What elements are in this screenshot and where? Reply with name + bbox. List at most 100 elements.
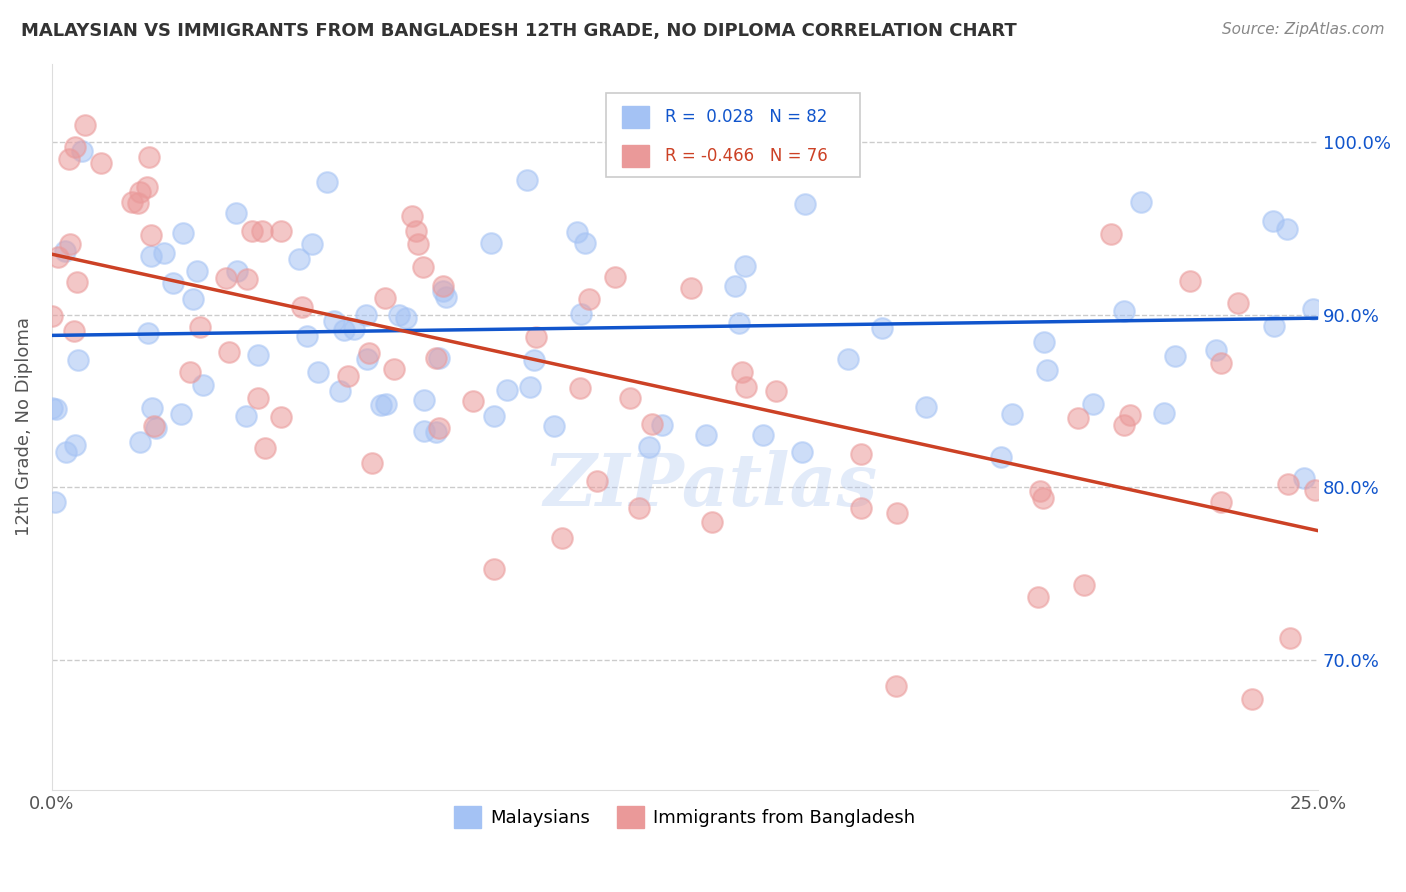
- Point: [226, 264, 249, 278]
- Point: [357, 345, 380, 359]
- Point: [730, 365, 752, 379]
- Point: [734, 380, 756, 394]
- Y-axis label: 12th Grade, No Diploma: 12th Grade, No Diploma: [15, 318, 32, 536]
- Point: [139, 227, 162, 242]
- Point: [1178, 274, 1201, 288]
- Point: [700, 515, 723, 529]
- Point: [307, 365, 329, 379]
- Point: [1302, 302, 1324, 317]
- Point: [1263, 318, 1285, 333]
- Point: [1279, 631, 1302, 645]
- Point: [679, 281, 702, 295]
- Point: [734, 260, 756, 274]
- Point: [401, 209, 423, 223]
- Point: [412, 424, 434, 438]
- Point: [254, 441, 277, 455]
- Point: [301, 236, 323, 251]
- Point: [128, 185, 150, 199]
- Point: [1241, 692, 1264, 706]
- Point: [524, 330, 547, 344]
- Point: [1001, 407, 1024, 421]
- Point: [790, 445, 813, 459]
- Point: [543, 419, 565, 434]
- Point: [67, 352, 90, 367]
- Point: [121, 194, 143, 209]
- Point: [214, 270, 236, 285]
- Point: [1028, 484, 1050, 499]
- Point: [425, 351, 447, 365]
- Text: R =  0.028   N = 82: R = 0.028 N = 82: [665, 108, 827, 127]
- Point: [127, 195, 149, 210]
- Point: [343, 321, 366, 335]
- Point: [872, 321, 894, 335]
- Point: [1226, 296, 1249, 310]
- Point: [1303, 483, 1326, 498]
- Point: [361, 456, 384, 470]
- Point: [567, 225, 589, 239]
- Point: [1099, 227, 1122, 242]
- Point: [425, 425, 447, 439]
- Point: [191, 378, 214, 392]
- Point: [186, 264, 208, 278]
- Point: [886, 506, 908, 520]
- Point: [578, 292, 600, 306]
- Point: [41, 310, 63, 324]
- Point: [382, 361, 405, 376]
- Point: [1211, 356, 1233, 370]
- Point: [395, 310, 418, 325]
- Point: [427, 421, 450, 435]
- Point: [1112, 418, 1135, 433]
- Point: [1073, 578, 1095, 592]
- Point: [388, 308, 411, 322]
- Point: [837, 351, 859, 366]
- Text: ZIPatlas: ZIPatlas: [543, 450, 877, 521]
- Point: [1114, 303, 1136, 318]
- Point: [619, 392, 641, 406]
- Point: [461, 393, 484, 408]
- Point: [172, 226, 194, 240]
- Point: [170, 407, 193, 421]
- Text: Source: ZipAtlas.com: Source: ZipAtlas.com: [1222, 22, 1385, 37]
- Legend: Malaysians, Immigrants from Bangladesh: Malaysians, Immigrants from Bangladesh: [447, 799, 922, 835]
- Point: [1277, 477, 1299, 491]
- Point: [413, 392, 436, 407]
- Point: [145, 421, 167, 435]
- Point: [218, 345, 240, 359]
- Point: [247, 347, 270, 361]
- Point: [1119, 408, 1142, 422]
- Point: [1026, 590, 1049, 604]
- Point: [1261, 213, 1284, 227]
- Point: [915, 400, 938, 414]
- Point: [46, 250, 69, 264]
- Point: [1081, 396, 1104, 410]
- Point: [1292, 471, 1315, 485]
- Text: R = -0.466   N = 76: R = -0.466 N = 76: [665, 146, 828, 165]
- Point: [329, 384, 352, 398]
- Point: [724, 279, 747, 293]
- Point: [72, 144, 94, 158]
- Point: [41, 401, 63, 415]
- Point: [884, 679, 907, 693]
- Point: [225, 206, 247, 220]
- Point: [628, 500, 651, 515]
- Point: [638, 440, 661, 454]
- Bar: [621, 106, 650, 128]
- Point: [316, 175, 339, 189]
- Point: [1067, 410, 1090, 425]
- Point: [291, 300, 314, 314]
- Point: [484, 562, 506, 576]
- Point: [356, 352, 378, 367]
- Point: [728, 317, 751, 331]
- Point: [235, 409, 257, 423]
- Point: [136, 326, 159, 340]
- Point: [55, 445, 77, 459]
- Text: MALAYSIAN VS IMMIGRANTS FROM BANGLADESH 12TH GRADE, NO DIPLOMA CORRELATION CHART: MALAYSIAN VS IMMIGRANTS FROM BANGLADESH …: [21, 22, 1017, 40]
- Point: [586, 474, 609, 488]
- Point: [752, 428, 775, 442]
- Point: [141, 401, 163, 415]
- Point: [370, 397, 392, 411]
- Point: [849, 447, 872, 461]
- Point: [519, 379, 541, 393]
- Point: [1129, 194, 1152, 209]
- Point: [90, 156, 112, 170]
